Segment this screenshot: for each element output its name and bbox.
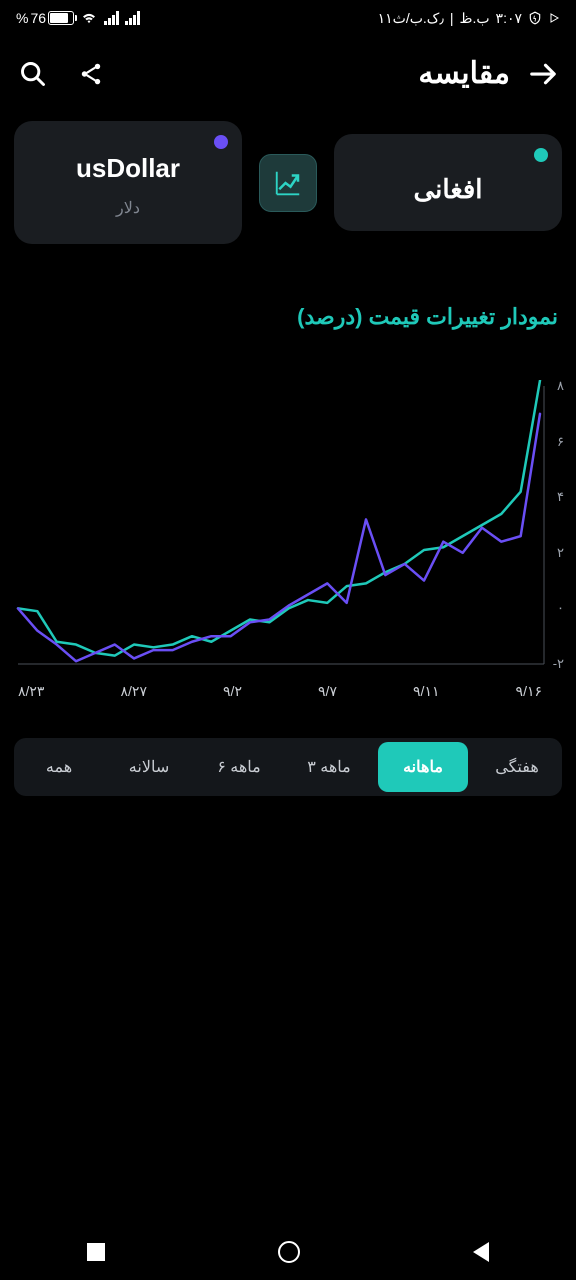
arrow-right-icon (528, 58, 558, 90)
period-tab-5[interactable]: هفتگی (472, 738, 562, 796)
x-axis-label: ۸/۲۳ (18, 683, 44, 700)
card-dot-right (534, 148, 548, 162)
period-tab-1[interactable]: سالانه (104, 738, 194, 796)
page-title: مقایسه (418, 56, 510, 91)
x-axis-labels: ۸/۲۳ ۸/۲۷ ۹/۲ ۹/۷ ۹/۱۱ ۹/۱۶ (14, 675, 562, 700)
chart-area: ۸ ۶ ۴ ۲ ۰ -۲ ۸/۲۳ ۸/۲۷ ۹/۲ ۹/۷ ۹/۱۱ ۹/۱۶ (14, 380, 562, 720)
compare-row: usDollar دلار افغانی (0, 121, 576, 244)
play-icon (548, 12, 560, 24)
shield-icon (528, 11, 542, 25)
x-axis-label: ۹/۲ (223, 683, 242, 700)
chart-up-icon (273, 168, 303, 198)
nav-home-icon[interactable] (278, 1241, 300, 1263)
signal-icon-2 (125, 11, 140, 25)
card-title-left: usDollar (34, 153, 222, 184)
battery-pct-prefix: % (16, 10, 28, 26)
x-axis-label: ۹/۷ (318, 683, 337, 700)
signal-icon-1 (104, 11, 119, 25)
search-button[interactable] (18, 59, 48, 89)
status-sep: | (450, 10, 454, 26)
status-right: ۱۱٫ک.ب/ث | ب.ظ ۳:۰۷ (378, 10, 560, 27)
swap-button[interactable] (259, 154, 317, 212)
app-header: مقایسه (0, 36, 576, 121)
y-axis-label: -۲ (553, 656, 564, 672)
battery-pct: 76 (30, 10, 46, 26)
back-button[interactable] (528, 59, 558, 89)
status-date: ۱۱٫ک.ب/ث (378, 10, 444, 27)
nav-back-icon[interactable] (473, 1242, 489, 1262)
period-tabs: همهسالانه۶ ماهه۳ ماههماهانههفتگی (14, 738, 562, 796)
period-tab-3[interactable]: ۳ ماهه (284, 738, 374, 796)
currency-card-left[interactable]: usDollar دلار (14, 121, 242, 244)
chart-svg (14, 380, 562, 670)
status-bar: %76 ۱۱٫ک.ب/ث | ب.ظ ۳:۰۷ (0, 0, 576, 36)
y-axis-label: ۴ (557, 489, 564, 505)
battery-indicator: %76 (16, 10, 74, 26)
period-tab-2[interactable]: ۶ ماهه (194, 738, 284, 796)
x-axis-label: ۹/۱۱ (413, 683, 439, 700)
status-left: %76 (16, 10, 140, 26)
search-icon (19, 60, 47, 88)
wifi-icon (80, 11, 98, 25)
share-button[interactable] (76, 59, 106, 89)
period-tab-0[interactable]: همه (14, 738, 104, 796)
android-nav-bar (0, 1224, 576, 1280)
nav-recent-icon[interactable] (87, 1243, 105, 1261)
status-period: ب.ظ (460, 10, 490, 27)
y-axis-label: ۸ (557, 378, 564, 394)
period-tab-4[interactable]: ماهانه (378, 742, 468, 792)
card-subtitle-left: دلار (34, 198, 222, 218)
card-dot-left (214, 135, 228, 149)
x-axis-label: ۸/۲۷ (121, 683, 147, 700)
chart-section: نمودار تغییرات قیمت (درصد) ۸۶۴۲۰-۲ ۸/۲۳۸… (0, 304, 576, 720)
share-icon (78, 61, 104, 87)
y-axis-label: ۲ (557, 545, 564, 561)
battery-icon (48, 11, 74, 25)
y-axis-label: ۰ (557, 600, 564, 616)
y-axis-label: ۶ (557, 434, 564, 450)
x-axis-label: ۹/۱۶ (516, 683, 542, 700)
currency-card-right[interactable]: افغانی (334, 134, 562, 231)
card-title-right: افغانی (354, 174, 542, 205)
status-time: ۳:۰۷ (496, 10, 522, 27)
chart-title: نمودار تغییرات قیمت (درصد) (14, 304, 562, 330)
